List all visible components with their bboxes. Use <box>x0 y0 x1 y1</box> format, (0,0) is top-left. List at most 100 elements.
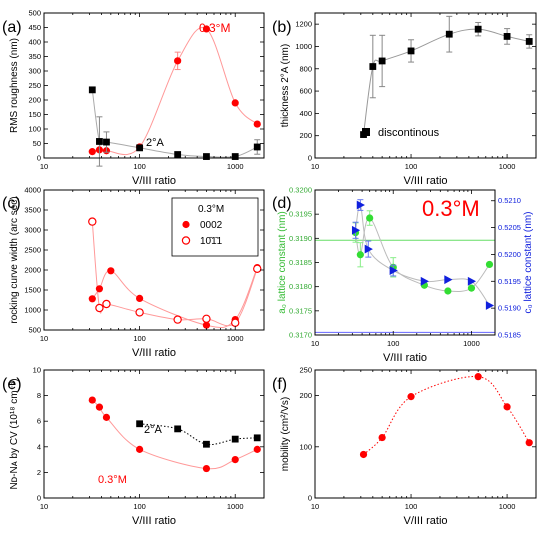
y-axis-label: Nᴅ-Nᴀ by CV (10¹⁸ cm⁻³) <box>9 378 20 489</box>
y-tick-label: 0.3175 <box>289 306 312 315</box>
y-tick-label: 6 <box>37 417 41 426</box>
chart-panel-2: (c) 10 100 1000 500 1000 1500 2000 2500 3000 3500 4… <box>2 186 265 359</box>
y-axis-label: RMS roughness (nm) <box>9 38 20 133</box>
x-tick-label: 10 <box>311 162 319 171</box>
data-point <box>174 425 182 433</box>
x-axis-label: V/III ratio <box>132 347 176 359</box>
data-point <box>174 57 182 65</box>
chart-panel-5: (f) 10 100 1000 0 100 200 250 V/III ratio mobilit… <box>272 366 537 527</box>
x-tick-label: 100 <box>405 502 418 511</box>
chart-panel-0: (a) 10 100 1000 0 50 100 150 200 250 300 350 400 450 5… <box>2 9 265 187</box>
data-point <box>420 276 429 286</box>
y-tick-label: 0 <box>308 494 312 503</box>
y2-tick-label: 0.5195 <box>498 277 521 286</box>
data-point <box>136 294 144 302</box>
y-tick-label: 350 <box>28 52 41 61</box>
annotation: 0.3°M <box>199 21 230 35</box>
x-axis-label: V/III ratio <box>132 175 176 187</box>
legend-marker <box>362 128 370 136</box>
data-point <box>135 308 144 317</box>
panel-label: (a) <box>2 19 22 36</box>
y-axis-label: mobility (cm²/Vs) <box>280 397 291 471</box>
y-tick-label: 0 <box>37 154 41 163</box>
plot-frame <box>314 369 537 499</box>
y-tick-label: 500 <box>28 9 41 18</box>
y-axis-label: a₀ lattice constant (nm) <box>277 211 288 314</box>
y-tick-label: 10 <box>33 366 41 375</box>
chart-panel-3: (d) 10 100 1000 0.3170 0.3175 0.3180 0.3185 0.31… <box>272 186 534 365</box>
data-point <box>96 138 103 145</box>
x-axis-label: V/III ratio <box>383 352 427 364</box>
legend-marker <box>181 236 191 245</box>
x-tick-label: 1000 <box>227 162 244 171</box>
panel-label: (c) <box>2 195 21 212</box>
y-tick-label: 3500 <box>24 206 41 215</box>
legend-entry: 10̄1̄1 <box>200 236 223 247</box>
data-point <box>174 151 182 158</box>
y-axis-label: rocking curve width (arc sec) <box>9 196 20 323</box>
y2-tick-label: 0.5190 <box>498 304 521 313</box>
data-point <box>95 403 104 411</box>
y-tick-label: 300 <box>28 67 41 76</box>
data-point <box>503 403 511 411</box>
data-point <box>444 287 452 295</box>
y-tick-label: 450 <box>28 23 41 32</box>
data-point <box>378 57 386 65</box>
x-tick-label: 1000 <box>463 339 480 348</box>
y-tick-label: 100 <box>28 125 41 134</box>
data-point <box>445 30 453 38</box>
data-point <box>474 373 482 381</box>
data-point <box>202 25 211 33</box>
x-tick-label: 1000 <box>227 502 244 511</box>
data-point <box>253 120 261 128</box>
data-point <box>136 144 144 152</box>
x-tick-label: 1000 <box>499 162 516 171</box>
x-tick-label: 10 <box>311 339 319 348</box>
y-tick-label: 1000 <box>24 306 41 315</box>
data-point <box>88 217 97 226</box>
data-point <box>351 225 361 235</box>
data-point <box>95 303 104 313</box>
y-tick-label: 0.3180 <box>289 282 312 291</box>
y-tick-label: 4 <box>37 442 41 451</box>
data-point <box>231 435 239 443</box>
y-tick-label: 400 <box>28 38 41 47</box>
y-tick-label: 1000 <box>295 42 312 51</box>
data-point <box>485 301 495 310</box>
data-point <box>88 148 96 156</box>
y-tick-label: 0.3190 <box>289 234 312 243</box>
x-tick-label: 10 <box>40 334 48 343</box>
y-axis-label: thickness 2°A (nm) <box>280 44 291 127</box>
data-point <box>356 200 365 210</box>
data-point <box>136 420 144 428</box>
x-tick-label: 1000 <box>499 502 516 511</box>
y-tick-label: 150 <box>28 110 41 119</box>
y-tick-label: 500 <box>28 326 41 335</box>
y-tick-label: 200 <box>299 131 312 140</box>
data-point <box>202 321 211 329</box>
y2-tick-label: 0.5185 <box>498 331 521 340</box>
panel-label: (e) <box>2 376 22 393</box>
plot-frame <box>43 189 265 331</box>
y-tick-label: 250 <box>28 81 41 90</box>
y-tick-label: 200 <box>299 391 312 400</box>
panel-label: (b) <box>272 19 292 36</box>
data-point <box>369 63 377 70</box>
y-tick-label: 800 <box>299 64 312 73</box>
data-point <box>253 264 262 273</box>
y-tick-label: 0.3185 <box>289 258 312 267</box>
data-point <box>253 434 261 442</box>
x-axis-label: V/III ratio <box>403 515 447 527</box>
y-tick-label: 400 <box>299 109 312 118</box>
trend-curve <box>92 27 258 156</box>
x-tick-label: 100 <box>133 334 146 343</box>
y-tick-label: 2000 <box>24 266 41 275</box>
legend-marker <box>182 220 190 229</box>
annotation: 0.3°M <box>98 474 127 486</box>
y-tick-label: 600 <box>299 87 312 96</box>
y-tick-label: 0.3200 <box>289 186 312 195</box>
panel-label: (d) <box>272 195 292 212</box>
x-tick-label: 100 <box>405 162 418 171</box>
y2-tick-label: 0.5210 <box>498 196 521 205</box>
data-point <box>231 456 239 464</box>
